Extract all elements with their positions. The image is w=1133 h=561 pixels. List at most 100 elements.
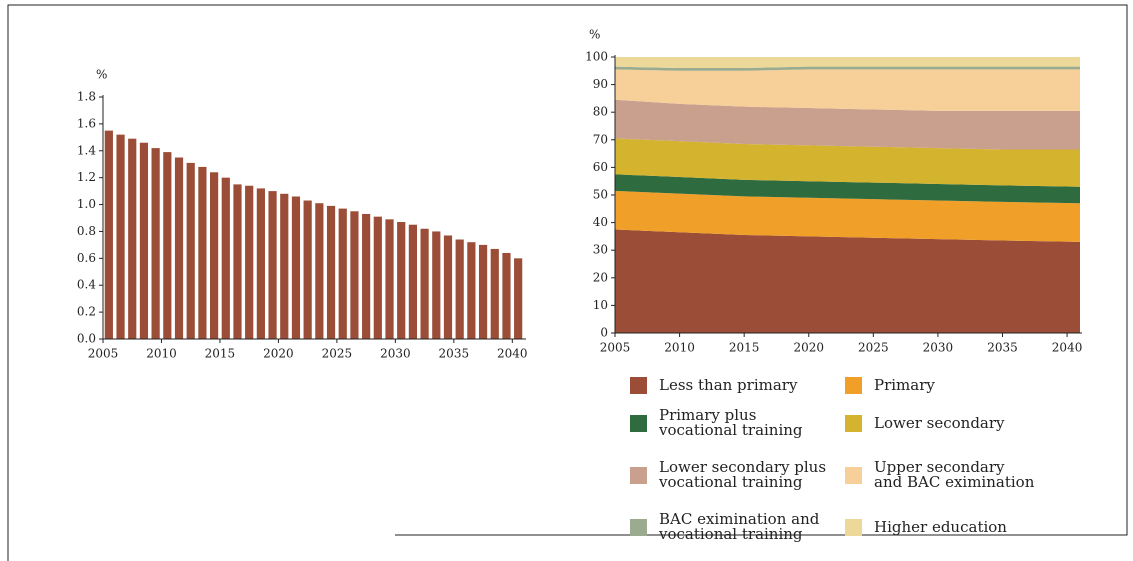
- x-tick-label: 2005: [88, 347, 119, 361]
- legend-swatch: [630, 466, 647, 484]
- legend-item: Upper secondary and BAC eximination: [845, 460, 1055, 490]
- bar: [291, 196, 301, 339]
- y-tick-label: 40: [593, 215, 608, 229]
- legend-item: Lower secondary plus vocational training: [630, 460, 840, 490]
- x-tick-label: 2035: [439, 347, 470, 361]
- bar: [233, 184, 242, 339]
- y-tick-label: 0.6: [77, 251, 96, 265]
- frame: [7, 4, 1128, 561]
- bar: [116, 134, 125, 339]
- bar: [432, 231, 441, 339]
- y-tick-label: 30: [593, 243, 608, 257]
- bar: [397, 222, 406, 339]
- bar: [490, 248, 499, 339]
- legend-swatch: [630, 518, 647, 536]
- bar: [502, 252, 511, 339]
- y-tick-label: 0: [600, 326, 608, 340]
- bar: [385, 219, 394, 339]
- y-tick-label: 50: [593, 188, 608, 202]
- bar: [326, 205, 336, 339]
- legend-item: Primary plus vocational training: [630, 408, 840, 438]
- bar: [373, 216, 382, 339]
- bar: [186, 162, 195, 339]
- legend-swatch: [845, 466, 862, 484]
- bar: [303, 200, 312, 339]
- x-tick-label: 2010: [664, 341, 695, 355]
- legend-item: Less than primary: [630, 370, 840, 400]
- x-tick-label: 2025: [858, 341, 889, 355]
- x-tick-label: 2030: [923, 341, 954, 355]
- legend-swatch: [845, 376, 862, 394]
- area: [615, 229, 1080, 333]
- bar: [420, 228, 429, 339]
- bar: [443, 235, 453, 339]
- bar: [268, 191, 277, 339]
- legend-label: Primary: [874, 375, 935, 394]
- area: [615, 138, 1080, 187]
- legend-item: Primary: [845, 370, 1055, 400]
- area: [615, 66, 1080, 71]
- x-tick-label: 2010: [146, 347, 177, 361]
- y-tick-label: 1.0: [77, 197, 96, 211]
- x-tick-label: 2020: [263, 347, 294, 361]
- y-tick-label: 70: [593, 132, 608, 146]
- legend-item: Lower secondary: [845, 408, 1055, 438]
- legend-label: BAC eximination and vocational training: [659, 510, 820, 543]
- bar: [315, 203, 324, 339]
- x-tick-label: 2015: [729, 341, 760, 355]
- bar: [174, 157, 184, 339]
- x-tick-label: 2040: [497, 347, 528, 361]
- y-tick-label: 0.4: [77, 278, 96, 292]
- area: [615, 174, 1080, 204]
- bar: [139, 142, 149, 339]
- x-tick-label: 2025: [322, 347, 353, 361]
- legend-item: Higher education: [845, 512, 1055, 542]
- bar: [128, 138, 137, 339]
- y-tick-label: 60: [593, 160, 608, 174]
- bar: [408, 224, 417, 339]
- y-tick-label: 0.2: [77, 305, 96, 319]
- x-tick-label: 2005: [600, 341, 631, 355]
- y-tick-label: 0.8: [77, 224, 96, 238]
- legend-label: Lower secondary: [874, 413, 1005, 432]
- x-tick-label: 2040: [1052, 341, 1083, 355]
- bar: [514, 258, 523, 339]
- area: [615, 57, 1080, 69]
- y-tick-label: 1.4: [77, 143, 96, 157]
- legend-swatch: [845, 518, 862, 536]
- y-tick-label: 90: [593, 77, 608, 91]
- legend-swatch: [845, 414, 862, 432]
- legend-swatch: [630, 414, 647, 432]
- y-tick-label: 20: [593, 270, 608, 284]
- bar: [467, 242, 476, 339]
- area: [615, 190, 1080, 242]
- legend-label: Lower secondary plus vocational training: [659, 458, 827, 491]
- bar: [245, 185, 254, 339]
- x-tick-label: 2035: [987, 341, 1018, 355]
- y-tick-label: 1.6: [77, 116, 96, 130]
- area: [615, 69, 1080, 111]
- y-tick-label: 80: [593, 105, 608, 119]
- legend-label: Upper secondary and BAC eximination: [874, 458, 1035, 491]
- bar: [163, 152, 172, 339]
- y-tick-label: 1.8: [77, 90, 96, 104]
- bar: [350, 211, 359, 339]
- y-unit: %: [589, 28, 600, 42]
- y-unit: %: [96, 68, 107, 82]
- legend-label: Primary plus vocational training: [659, 406, 803, 439]
- legend-swatch: [630, 376, 647, 394]
- y-tick-label: 100: [585, 50, 608, 64]
- bar: [280, 193, 289, 339]
- bar: [151, 148, 160, 339]
- legend-label: Higher education: [874, 517, 1007, 536]
- bar: [210, 172, 219, 339]
- bar: [104, 130, 113, 339]
- bar: [256, 188, 265, 339]
- y-tick-label: 10: [593, 298, 608, 312]
- x-tick-label: 2015: [205, 347, 236, 361]
- y-tick-label: 0.0: [77, 332, 96, 346]
- legend-item: BAC eximination and vocational training: [630, 512, 840, 542]
- bar: [198, 166, 207, 339]
